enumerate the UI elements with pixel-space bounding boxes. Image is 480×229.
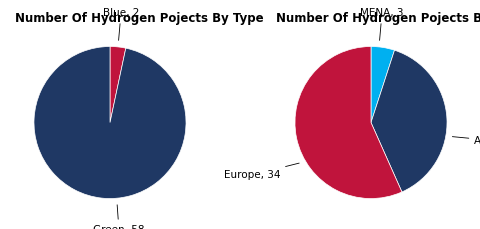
Text: Number Of Hydrogen Pojects By Region: Number Of Hydrogen Pojects By Region bbox=[276, 12, 480, 25]
Wedge shape bbox=[110, 46, 126, 123]
Wedge shape bbox=[294, 46, 401, 199]
Wedge shape bbox=[34, 46, 186, 199]
Wedge shape bbox=[370, 46, 394, 123]
Text: Asia, 23: Asia, 23 bbox=[451, 136, 480, 146]
Text: Number Of Hydrogen Pojects By Type: Number Of Hydrogen Pojects By Type bbox=[15, 12, 263, 25]
Wedge shape bbox=[370, 50, 446, 192]
Text: MENA, 3: MENA, 3 bbox=[360, 8, 403, 40]
Text: Green, 58: Green, 58 bbox=[93, 205, 144, 229]
Text: Europe, 34: Europe, 34 bbox=[223, 163, 299, 180]
Text: Blue, 2: Blue, 2 bbox=[103, 8, 139, 40]
